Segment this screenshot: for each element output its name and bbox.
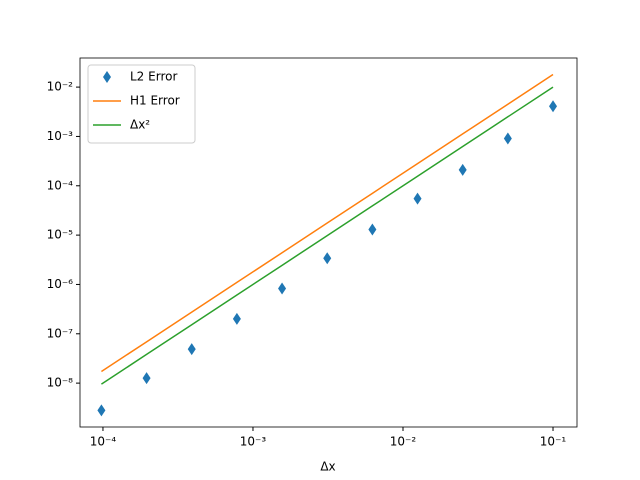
x-tick-label: 10⁻¹ [540,435,567,449]
x-axis-label: Δx [320,460,335,474]
legend-label: H1 Error [130,94,180,108]
marker [278,282,287,295]
marker [187,343,196,356]
y-tick-label: 10⁻⁵ [47,228,74,242]
marker [503,132,512,145]
series-line [101,73,554,373]
marker [232,312,241,325]
marker [458,163,467,176]
legend-marker [103,71,111,83]
y-tick-label: 10⁻³ [47,129,74,143]
y-tick-label: 10⁻⁷ [47,326,74,340]
marker [368,223,377,236]
marker [323,252,332,265]
x-tick-label: 10⁻² [390,435,417,449]
y-tick-label: 10⁻⁸ [47,376,74,390]
x-tick-label: 10⁻⁴ [90,435,117,449]
marker [97,404,106,417]
series-line [101,86,554,385]
y-tick-label: 10⁻² [47,80,74,94]
legend-label: Δx² [130,118,150,132]
legend-box [87,64,196,144]
marker [142,372,151,385]
y-tick-label: 10⁻⁴ [47,178,74,192]
legend-label: L2 Error [130,70,177,84]
marker [413,192,422,205]
x-tick-label: 10⁻³ [240,435,267,449]
plot-frame [79,57,578,428]
marker [549,100,558,113]
y-tick-label: 10⁻⁶ [47,277,74,291]
